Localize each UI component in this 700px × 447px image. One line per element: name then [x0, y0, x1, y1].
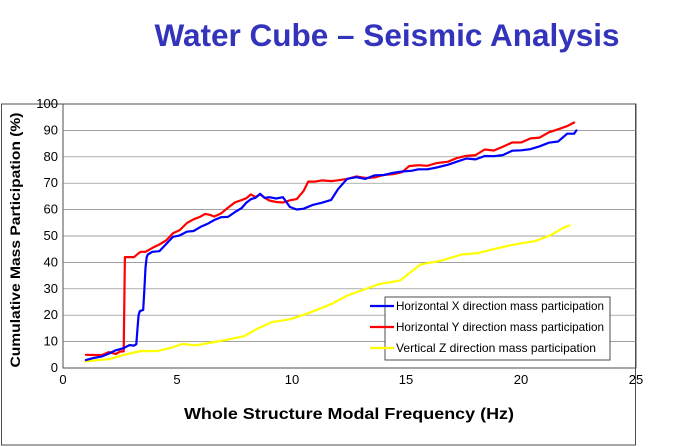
svg-text:30: 30 [44, 281, 58, 296]
svg-text:40: 40 [44, 254, 58, 269]
svg-text:100: 100 [36, 96, 58, 111]
svg-text:20: 20 [514, 372, 528, 387]
svg-text:80: 80 [44, 149, 58, 164]
svg-text:Whole Structure Modal Frequenc: Whole Structure Modal Frequency (Hz) [184, 406, 514, 423]
svg-text:Horizontal Y direction mass pa: Horizontal Y direction mass participatio… [396, 320, 604, 334]
svg-text:50: 50 [44, 228, 58, 243]
svg-text:Vertical Z direction mass part: Vertical Z direction mass participation [396, 341, 596, 355]
svg-text:Cumulative Mass Participation: Cumulative Mass Participation (%) [7, 113, 23, 368]
svg-text:15: 15 [399, 372, 413, 387]
svg-text:20: 20 [44, 307, 58, 322]
svg-text:90: 90 [44, 122, 58, 137]
svg-text:0: 0 [59, 372, 66, 387]
svg-text:Horizontal X direction mass pa: Horizontal X direction mass participatio… [396, 299, 604, 313]
svg-text:60: 60 [44, 202, 58, 217]
svg-text:0: 0 [51, 360, 58, 375]
svg-text:25: 25 [629, 372, 643, 387]
svg-text:10: 10 [285, 372, 299, 387]
svg-text:70: 70 [44, 175, 58, 190]
svg-text:5: 5 [173, 372, 180, 387]
svg-text:10: 10 [44, 334, 58, 349]
